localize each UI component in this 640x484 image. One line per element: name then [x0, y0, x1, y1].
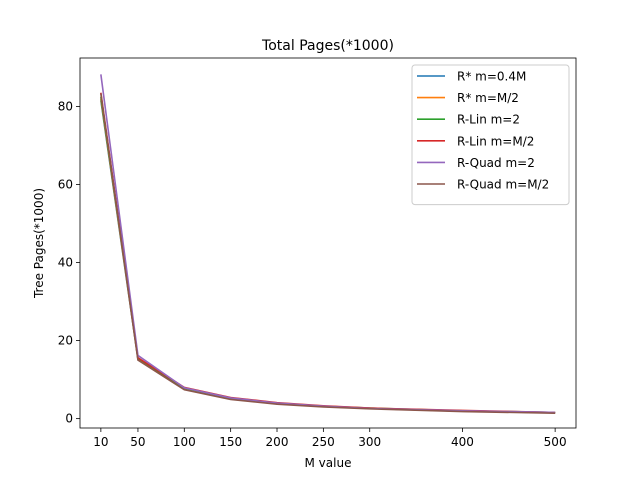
axes-frame — [79, 57, 577, 429]
x-tick-label: 400 — [451, 435, 474, 449]
x-axis-label: M value — [305, 456, 352, 470]
y-axis-label: Tree Pages(*1000) — [32, 188, 46, 299]
legend-box — [411, 64, 570, 206]
legend-label: R-Quad m=2 — [457, 156, 535, 170]
x-tick-label: 300 — [358, 435, 381, 449]
legend-label: R* m=M/2 — [457, 91, 519, 105]
y-axis-ticks: 0 20 40 60 80 — [58, 99, 80, 426]
x-tick-label: 250 — [312, 435, 335, 449]
legend-label: R-Lin m=2 — [457, 113, 520, 127]
y-tick-label: 0 — [65, 412, 73, 426]
y-tick-label: 80 — [58, 99, 73, 113]
x-tick-label: 150 — [219, 435, 242, 449]
legend-label: R-Lin m=M/2 — [457, 134, 534, 148]
chart-title: Total Pages(*1000) — [261, 38, 394, 54]
x-axis-ticks: 10 50 100 150 200 250 300 400 500 — [93, 428, 567, 449]
x-tick-label: 500 — [544, 435, 567, 449]
x-tick-label: 50 — [130, 435, 145, 449]
plot-lines — [100, 74, 556, 414]
x-tick-label: 100 — [173, 435, 196, 449]
legend-label: R-Quad m=M/2 — [457, 178, 549, 192]
legend-label: R* m=0.4M — [457, 70, 526, 84]
x-tick-label: 200 — [266, 435, 289, 449]
legend: R* m=0.4M R* m=M/2 R-Lin m=2 R-Lin m=M/2 R-Q… — [411, 64, 570, 206]
x-tick-label: 10 — [93, 435, 108, 449]
y-tick-label: 60 — [58, 177, 73, 191]
series-line-5 — [100, 93, 556, 414]
y-tick-label: 20 — [58, 334, 73, 348]
y-tick-label: 40 — [58, 256, 73, 270]
